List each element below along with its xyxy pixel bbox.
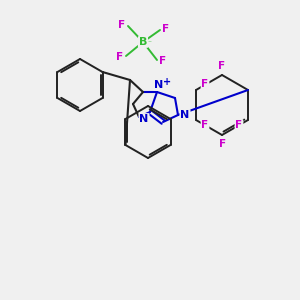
- Text: N: N: [154, 80, 164, 90]
- Text: F: F: [159, 56, 167, 66]
- Text: F: F: [116, 52, 124, 62]
- Text: F: F: [218, 61, 226, 71]
- Text: F: F: [202, 120, 208, 130]
- Text: F: F: [219, 139, 226, 149]
- Text: F: F: [236, 120, 242, 130]
- Text: F: F: [202, 79, 208, 89]
- Text: N: N: [140, 114, 148, 124]
- Text: F: F: [118, 20, 126, 30]
- Text: B: B: [139, 37, 147, 47]
- Text: ⁻: ⁻: [147, 38, 151, 47]
- Text: F: F: [162, 24, 169, 34]
- Text: +: +: [163, 77, 171, 87]
- Text: N: N: [180, 110, 190, 120]
